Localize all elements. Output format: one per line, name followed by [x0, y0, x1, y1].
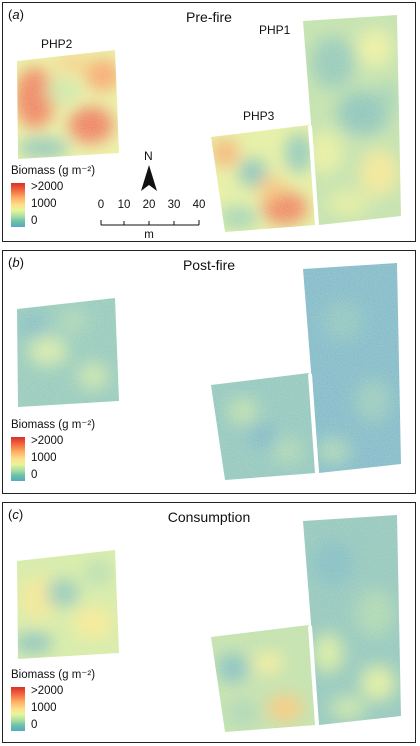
panel-consumption: (c) Consumption [2, 502, 416, 743]
legend-mid: 1000 [31, 198, 57, 210]
biomass-legend: Biomass (g m⁻²) >2000 1000 0 [11, 667, 131, 737]
legend-high: >2000 [31, 181, 64, 193]
panel-letter: (c) [8, 507, 24, 522]
panel-pre-fire: (a) Pre-fire [2, 2, 416, 242]
scale-bar-line [100, 220, 200, 226]
legend-title: Biomass (g m⁻²) [11, 165, 96, 177]
plot-php3 [211, 125, 316, 232]
legend-high: >2000 [31, 685, 64, 697]
legend-low: 0 [31, 469, 38, 481]
panel-title: Post-fire [182, 257, 236, 273]
panel-title: Pre-fire [186, 9, 232, 25]
north-arrow-icon [141, 165, 157, 191]
biomass-map [17, 515, 401, 732]
biomass-map [17, 15, 401, 232]
legend-high: >2000 [31, 435, 64, 447]
plot-php2 [17, 298, 119, 407]
plot-php1 [303, 15, 401, 225]
legend-low: 0 [31, 719, 38, 731]
plot-php1 [303, 263, 401, 473]
panel-title: Consumption [167, 509, 251, 525]
panel-post-fire: (b) Post-fire [2, 250, 416, 494]
plot-php3 [211, 373, 316, 480]
north-label: N [144, 149, 153, 163]
plot-php1 [303, 515, 401, 725]
biomass-legend: Biomass (g m⁻²) >2000 1000 0 [11, 163, 131, 233]
scale-tick-label: 0 [97, 199, 105, 211]
scale-tick-label: 40 [192, 199, 206, 211]
legend-mid: 1000 [31, 702, 57, 714]
plot-php3 [211, 625, 316, 732]
legend-title: Biomass (g m⁻²) [11, 419, 96, 431]
biomass-map [17, 263, 401, 480]
legend-mid: 1000 [31, 452, 57, 464]
scale-tick-label: 30 [167, 199, 181, 211]
legend-color-ramp [11, 183, 25, 227]
plot-label-php1: PHP1 [259, 23, 291, 37]
legend-color-ramp [11, 687, 25, 731]
plot-php2 [17, 50, 119, 159]
legend-low: 0 [31, 215, 38, 227]
scale-tick-label: 10 [117, 199, 131, 211]
legend-title: Biomass (g m⁻²) [11, 669, 96, 681]
plot-label-php2: PHP2 [41, 37, 73, 51]
plot-label-php3: PHP3 [243, 109, 275, 123]
north-arrow: N [136, 149, 162, 195]
panel-letter: (a) [8, 7, 24, 22]
panel-letter: (b) [8, 255, 24, 270]
plot-php2 [17, 550, 119, 659]
scale-unit: m [144, 229, 154, 241]
biomass-legend: Biomass (g m⁻²) >2000 1000 0 [11, 417, 131, 487]
legend-color-ramp [11, 437, 25, 481]
scale-bar: 0 10 20 30 40 m [89, 199, 209, 243]
scale-tick-label: 20 [142, 199, 156, 211]
